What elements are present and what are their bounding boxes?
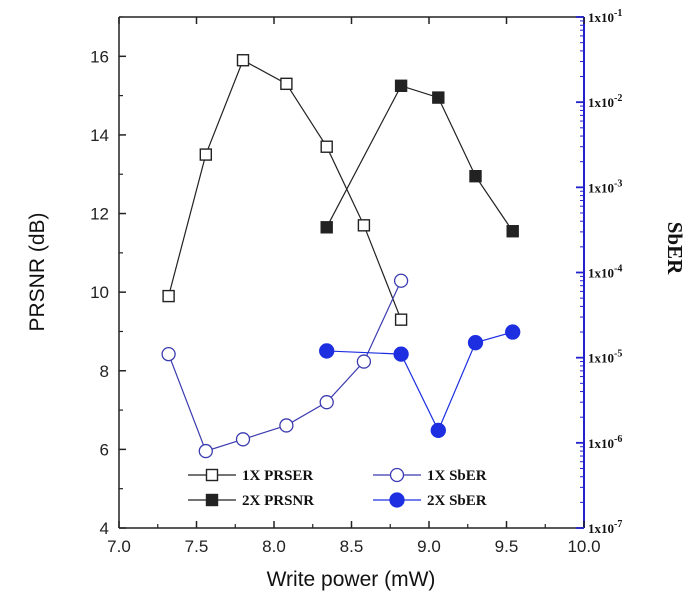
- data-point: [394, 313, 408, 326]
- data-point: [356, 354, 372, 369]
- x-tick-label: 8.0: [262, 537, 286, 556]
- y2-tick-label: 1x10-3: [588, 178, 622, 195]
- data-point: [505, 324, 521, 340]
- data-point: [319, 343, 335, 359]
- legend-label: 2X SbER: [427, 493, 487, 509]
- x-tick-label: 8.5: [340, 537, 364, 556]
- series-4: [319, 324, 521, 439]
- legend-item: 1X PRSER: [188, 468, 313, 484]
- series-line: [326, 85, 514, 232]
- x-tick-label: 9.0: [417, 537, 441, 556]
- y-tick-label: 6: [100, 440, 109, 459]
- x-tick-label: 7.5: [185, 537, 209, 556]
- data-point: [320, 140, 333, 153]
- y-tick-label: 14: [90, 126, 109, 145]
- data-point: [235, 432, 251, 447]
- legend: 1X PRSER 2X PRSNR 1X SbER 2X SbER: [188, 467, 487, 509]
- x-tick-label: 10.0: [567, 537, 600, 556]
- series-line: [326, 331, 513, 432]
- series-line: [168, 59, 402, 320]
- x-tick-label: 7.0: [107, 537, 131, 556]
- series-3: [161, 273, 409, 459]
- x-tick-label: 9.5: [495, 537, 519, 556]
- y-tick-label: 8: [100, 362, 109, 381]
- data-point: [162, 289, 175, 303]
- data-point: [320, 221, 333, 234]
- legend-item: 1X SbER: [373, 467, 487, 484]
- legend-marker: [389, 467, 405, 483]
- data-point: [279, 418, 294, 433]
- data-point: [506, 225, 519, 238]
- legend-label: 1X SbER: [427, 468, 487, 484]
- y2-tick-label: 1x10-4: [588, 264, 622, 281]
- y-tick-label: 4: [100, 519, 109, 538]
- series-2: [320, 79, 519, 238]
- y-tick-label: 10: [90, 283, 109, 302]
- data-point: [393, 273, 409, 288]
- data-point: [432, 91, 445, 104]
- legend-marker: [205, 493, 219, 507]
- data-point: [199, 148, 213, 161]
- x-axis-label: Write power (mW): [267, 568, 436, 591]
- data-point: [394, 79, 408, 92]
- legend-marker: [205, 468, 219, 482]
- data-point: [469, 169, 482, 183]
- series-layer: [161, 54, 521, 459]
- data-point: [280, 77, 293, 91]
- data-point: [467, 335, 484, 351]
- data-point: [319, 395, 334, 410]
- y2-axis-label: SbER: [663, 222, 683, 275]
- legend-label: 1X PRSER: [242, 468, 313, 484]
- y2-tick-label: 1x10-6: [588, 434, 622, 451]
- data-point: [393, 346, 409, 362]
- legend-label: 2X PRSNR: [242, 493, 314, 509]
- y-tick-label: 12: [90, 205, 109, 224]
- legend-marker: [389, 492, 405, 508]
- data-point: [357, 219, 371, 232]
- y2-tick-label: 1x10-1: [588, 8, 622, 25]
- y2-tick-label: 1x10-7: [588, 519, 622, 536]
- y2-tick-label: 1x10-5: [588, 349, 622, 366]
- y2-tick-label: 1x10-2: [588, 93, 622, 110]
- ticks-layer: 7.0 7.5 8.0 8.5 9.0 9.5 10.0 4 6 8 10 12 14 16 1x10-1 1…: [90, 8, 622, 556]
- y-axis-label: PRSNR (dB): [26, 212, 49, 331]
- series-1: [162, 54, 408, 326]
- data-point: [198, 443, 213, 459]
- data-point: [161, 346, 176, 362]
- data-point: [236, 54, 250, 67]
- y-tick-label: 16: [90, 47, 109, 66]
- legend-item: 2X PRSNR: [188, 493, 314, 509]
- data-point: [430, 422, 446, 439]
- legend-item: 2X SbER: [373, 492, 487, 509]
